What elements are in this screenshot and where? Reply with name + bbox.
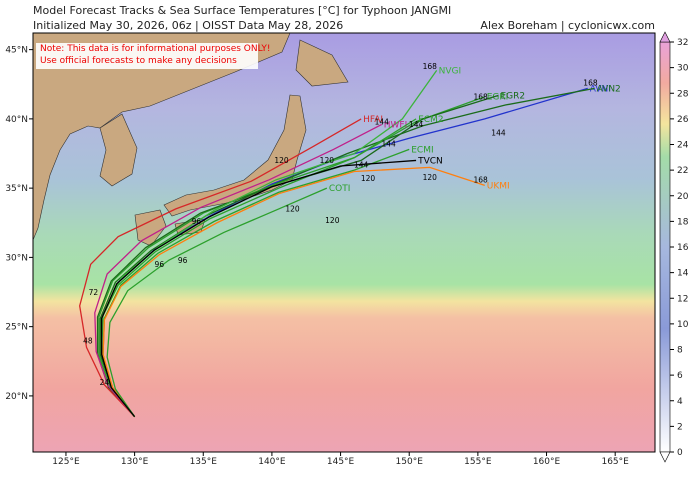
y-tick-label: 30°N [5,253,28,263]
model-label: HFAI [363,115,383,125]
map-frame [32,32,656,453]
forecast-track [101,159,417,418]
colorbar-tick-label: 2 [677,422,683,432]
y-tick-label: 35°N [5,184,28,194]
model-label: AVNI [590,84,611,94]
hour-label: 120 [320,156,335,165]
x-tick-label: 130°E [121,457,149,467]
colorbar-tick-label: 22 [677,166,688,176]
hour-label: 144 [375,117,390,126]
colorbar-tick-label: 12 [677,294,688,304]
forecast-track [94,123,383,418]
colorbar-tick-label: 28 [677,89,689,99]
x-tick-label: 160°E [533,457,561,467]
hour-label: 120 [361,174,376,183]
hour-label: 96 [192,217,202,226]
model-label: EGRI [487,93,509,103]
hour-label: 168 [473,176,488,185]
model-label: AVN2 [597,84,621,94]
colorbar-tick-label: 10 [677,320,689,330]
forecast-track [102,166,485,418]
note-line: Note: This data is for informational pur… [40,44,271,54]
colorbar-tick-label: 24 [677,141,689,151]
colorbar-extend [659,451,671,463]
x-tick-label: 140°E [258,457,286,467]
hour-label: 120 [423,173,438,182]
x-tick-label: 150°E [396,457,424,467]
model-label: HWFI [384,120,408,130]
forecast-track [98,96,485,418]
hour-label: 48 [83,336,93,345]
colorbar-tick-label: 20 [677,192,689,202]
y-tick-label: 45°N [5,46,28,56]
x-tick-label: 155°E [464,457,492,467]
hour-label: 96 [155,260,165,269]
subtitle: Initialized May 30, 2026, 06z | OISST Da… [33,19,343,32]
hour-label: 72 [89,288,99,297]
hour-label: 120 [274,156,289,165]
colorbar-tick-label: 32 [677,38,688,48]
model-label: COTI [329,184,351,194]
colorbar-tick-label: 6 [677,371,683,381]
model-label: ECMI [411,145,433,155]
x-tick-label: 165°E [601,457,629,467]
forecast-track [106,187,328,418]
forecast-track [79,118,362,418]
hour-label: 168 [423,62,438,71]
hour-label: 120 [285,205,300,214]
colorbar-tick-label: 16 [677,243,689,253]
model-label: ECM2 [418,115,443,125]
y-tick-label: 20°N [5,392,28,402]
hour-label: 144 [491,128,506,137]
hour-label: 120 [325,216,340,225]
note-line: Use official forecasts to make any decis… [40,56,237,66]
forecast-track [102,148,410,418]
colorbar-tick-label: 14 [677,269,689,279]
title: Model Forecast Tracks & Sea Surface Temp… [33,4,451,17]
hour-label: 168 [583,79,598,88]
colorbar-tick-label: 4 [677,397,683,407]
x-tick-label: 125°E [52,457,80,467]
hour-label: 96 [178,256,188,265]
colorbar-tick-label: 30 [677,64,689,74]
y-tick-label: 25°N [5,323,28,333]
y-tick-label: 40°N [5,115,28,125]
note-box [36,43,258,69]
colorbar-tick-label: 0 [677,448,683,458]
x-tick-label: 145°E [327,457,355,467]
hour-label: 144 [381,140,396,149]
hour-label: 144 [354,160,369,169]
colorbar [659,41,671,453]
hour-label: 24 [100,378,110,387]
colorbar-tick-label: 26 [677,115,689,125]
colorbar-tick-label: 18 [677,217,689,227]
colorbar-extend [659,31,671,43]
credit: Alex Boreham | cyclonicwx.com [480,19,655,32]
hour-label: 144 [409,120,424,129]
model-label: TVCN [417,156,443,166]
x-tick-label: 135°E [190,457,218,467]
model-label: UKMI [487,181,510,191]
model-label: EGR2 [500,91,525,101]
model-label: NVGI [439,66,462,76]
hour-label: 168 [473,92,488,101]
colorbar-tick-label: 8 [677,346,683,356]
